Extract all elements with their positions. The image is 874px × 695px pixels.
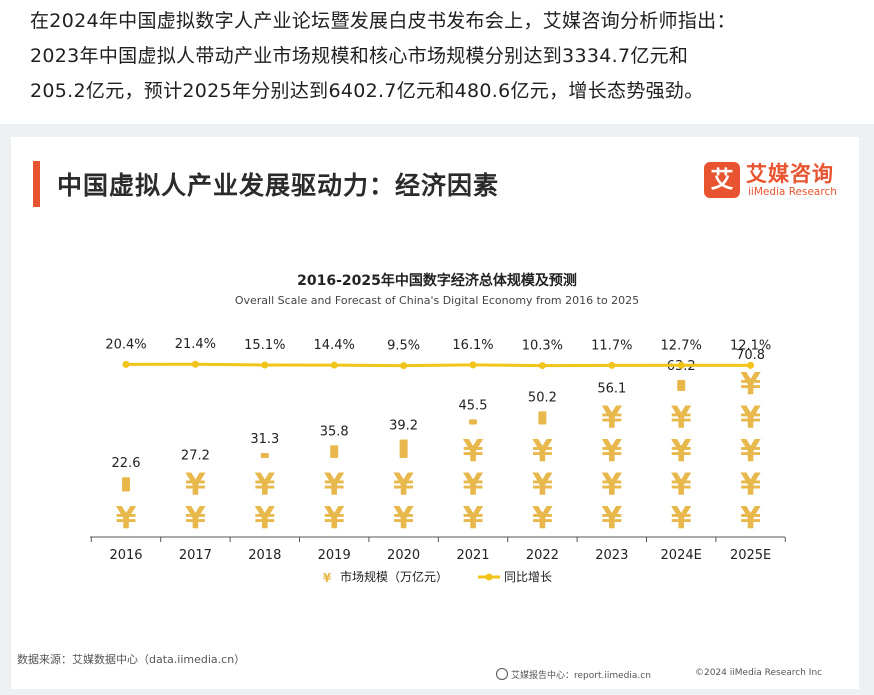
growth-value-label: 12.1% xyxy=(730,338,771,353)
growth-point xyxy=(608,361,616,369)
bar-partial-yuan xyxy=(399,439,408,458)
bar-partial-yuan xyxy=(260,452,269,458)
bar-value-label: 31.3 xyxy=(250,432,279,447)
chart-card xyxy=(11,137,859,689)
bar-yuan-icon: ¥ xyxy=(254,468,275,503)
bar-yuan-icon: ¥ xyxy=(324,468,345,503)
bar-yuan-icon: ¥ xyxy=(532,434,553,469)
growth-point xyxy=(400,362,408,370)
growth-point xyxy=(261,361,269,369)
legend-line-marker xyxy=(485,573,493,581)
bar-value-label: 45.5 xyxy=(459,398,488,413)
article-line-1: 在2024年中国虚拟数字人产业论坛暨发展白皮书发布会上，艾媒咨询分析师指出： xyxy=(30,10,736,32)
x-tick-label: 2025E xyxy=(730,548,771,563)
bar-yuan-icon: ¥ xyxy=(740,434,761,469)
bar-yuan-icon: ¥ xyxy=(324,501,345,536)
bar-yuan-icon: ¥ xyxy=(185,468,206,503)
growth-point xyxy=(122,360,130,368)
bar-yuan-icon: ¥ xyxy=(671,501,692,536)
bar-yuan-icon: ¥ xyxy=(601,468,622,503)
article-text: 在2024年中国虚拟数字人产业论坛暨发展白皮书发布会上，艾媒咨询分析师指出： 2… xyxy=(30,4,860,109)
bar-yuan-icon: ¥ xyxy=(532,468,553,503)
x-tick-label: 2017 xyxy=(179,548,212,563)
bar-yuan-icon: ¥ xyxy=(740,468,761,503)
x-tick-label: 2024E xyxy=(661,548,702,563)
bar-partial-yuan xyxy=(122,477,130,492)
bar-value-label: 39.2 xyxy=(389,419,418,434)
bar-partial-yuan xyxy=(330,445,339,458)
bar-yuan-icon: ¥ xyxy=(185,501,206,536)
title-accent-bar xyxy=(33,161,40,207)
x-tick-label: 2020 xyxy=(387,548,420,563)
bar-yuan-icon: ¥ xyxy=(601,434,622,469)
bar-partial-yuan xyxy=(469,419,477,425)
x-tick-label: 2021 xyxy=(456,548,489,563)
bar-value-label: 50.2 xyxy=(528,390,557,405)
bar-value-label: 35.8 xyxy=(320,424,349,439)
bar-yuan-icon: ¥ xyxy=(116,501,137,536)
growth-value-label: 10.3% xyxy=(522,339,563,354)
bar-yuan-icon: ¥ xyxy=(671,434,692,469)
bar-value-label: 56.1 xyxy=(597,382,626,397)
growth-value-label: 9.5% xyxy=(387,339,420,354)
growth-value-label: 21.4% xyxy=(175,337,216,352)
bar-yuan-icon: ¥ xyxy=(740,501,761,536)
bar-yuan-icon: ¥ xyxy=(601,501,622,536)
bar-value-label: 70.8 xyxy=(736,348,765,363)
growth-point xyxy=(469,361,477,369)
iimedia-logo-icon: 艾 xyxy=(704,162,740,198)
growth-point xyxy=(747,361,755,369)
growth-point xyxy=(677,361,685,369)
bar-yuan-icon: ¥ xyxy=(671,401,692,436)
x-tick-label: 2023 xyxy=(595,548,628,563)
chart-subtitle: Overall Scale and Forecast of China's Di… xyxy=(234,294,640,307)
bar-yuan-icon: ¥ xyxy=(463,468,484,503)
x-tick-label: 2019 xyxy=(318,548,351,563)
growth-line xyxy=(125,362,751,368)
x-tick-label: 2016 xyxy=(109,548,142,563)
logo-text-en: iiMedia Research xyxy=(748,186,837,198)
bar-partial-yuan xyxy=(677,379,686,391)
growth-point xyxy=(330,361,338,369)
data-source: 数据来源：艾媒数据中心（data.iimedia.cn） xyxy=(17,653,246,666)
growth-value-label: 15.1% xyxy=(244,338,285,353)
bar-yuan-icon: ¥ xyxy=(671,468,692,503)
footer-copyright: ©2024 iiMedia Research Inc xyxy=(695,668,823,678)
growth-value-label: 16.1% xyxy=(452,338,493,353)
legend-label-market-size: 市场规模（万亿元） xyxy=(340,569,448,584)
card-title: 中国虚拟人产业发展驱动力：经济因素 xyxy=(57,171,500,200)
logo-text-cn: 艾媒咨询 xyxy=(746,162,834,186)
bar-yuan-icon: ¥ xyxy=(393,501,414,536)
x-tick-label: 2018 xyxy=(248,548,281,563)
footer-report-text: 艾媒报告中心：report.iimedia.cn xyxy=(511,671,651,681)
growth-value-label: 20.4% xyxy=(105,337,146,352)
growth-point xyxy=(538,362,546,370)
chart-title: 2016-2025年中国数字经济总体规模及预测 xyxy=(297,273,577,289)
bar-yuan-icon: ¥ xyxy=(463,434,484,469)
bar-yuan-icon: ¥ xyxy=(740,367,761,402)
bar-yuan-icon: ¥ xyxy=(601,401,622,436)
growth-value-label: 11.7% xyxy=(591,338,632,353)
bar-yuan-icon: ¥ xyxy=(393,468,414,503)
bar-value-label: 22.6 xyxy=(112,456,141,471)
legend-yuan-icon: ¥ xyxy=(323,571,332,585)
globe-icon xyxy=(496,668,508,680)
growth-value-label: 14.4% xyxy=(314,338,355,353)
article-line-3: 205.2亿元，预计2025年分别达到6402.7亿元和480.6亿元，增长态势… xyxy=(30,80,704,102)
footer-report: 艾媒报告中心：report.iimedia.cn xyxy=(496,668,651,681)
bar-yuan-icon: ¥ xyxy=(740,401,761,436)
x-tick-label: 2022 xyxy=(526,548,559,563)
article-line-2: 2023年中国虚拟人带动产业市场规模和核心市场规模分别达到3334.7亿元和 xyxy=(30,45,689,67)
growth-point xyxy=(191,360,199,368)
bar-yuan-icon: ¥ xyxy=(254,501,275,536)
legend-label-growth: 同比增长 xyxy=(504,570,552,584)
bar-yuan-icon: ¥ xyxy=(532,501,553,536)
growth-value-label: 12.7% xyxy=(661,338,702,353)
bar-yuan-icon: ¥ xyxy=(463,501,484,536)
bar-partial-yuan xyxy=(538,411,547,425)
bar-value-label: 27.2 xyxy=(181,449,210,464)
